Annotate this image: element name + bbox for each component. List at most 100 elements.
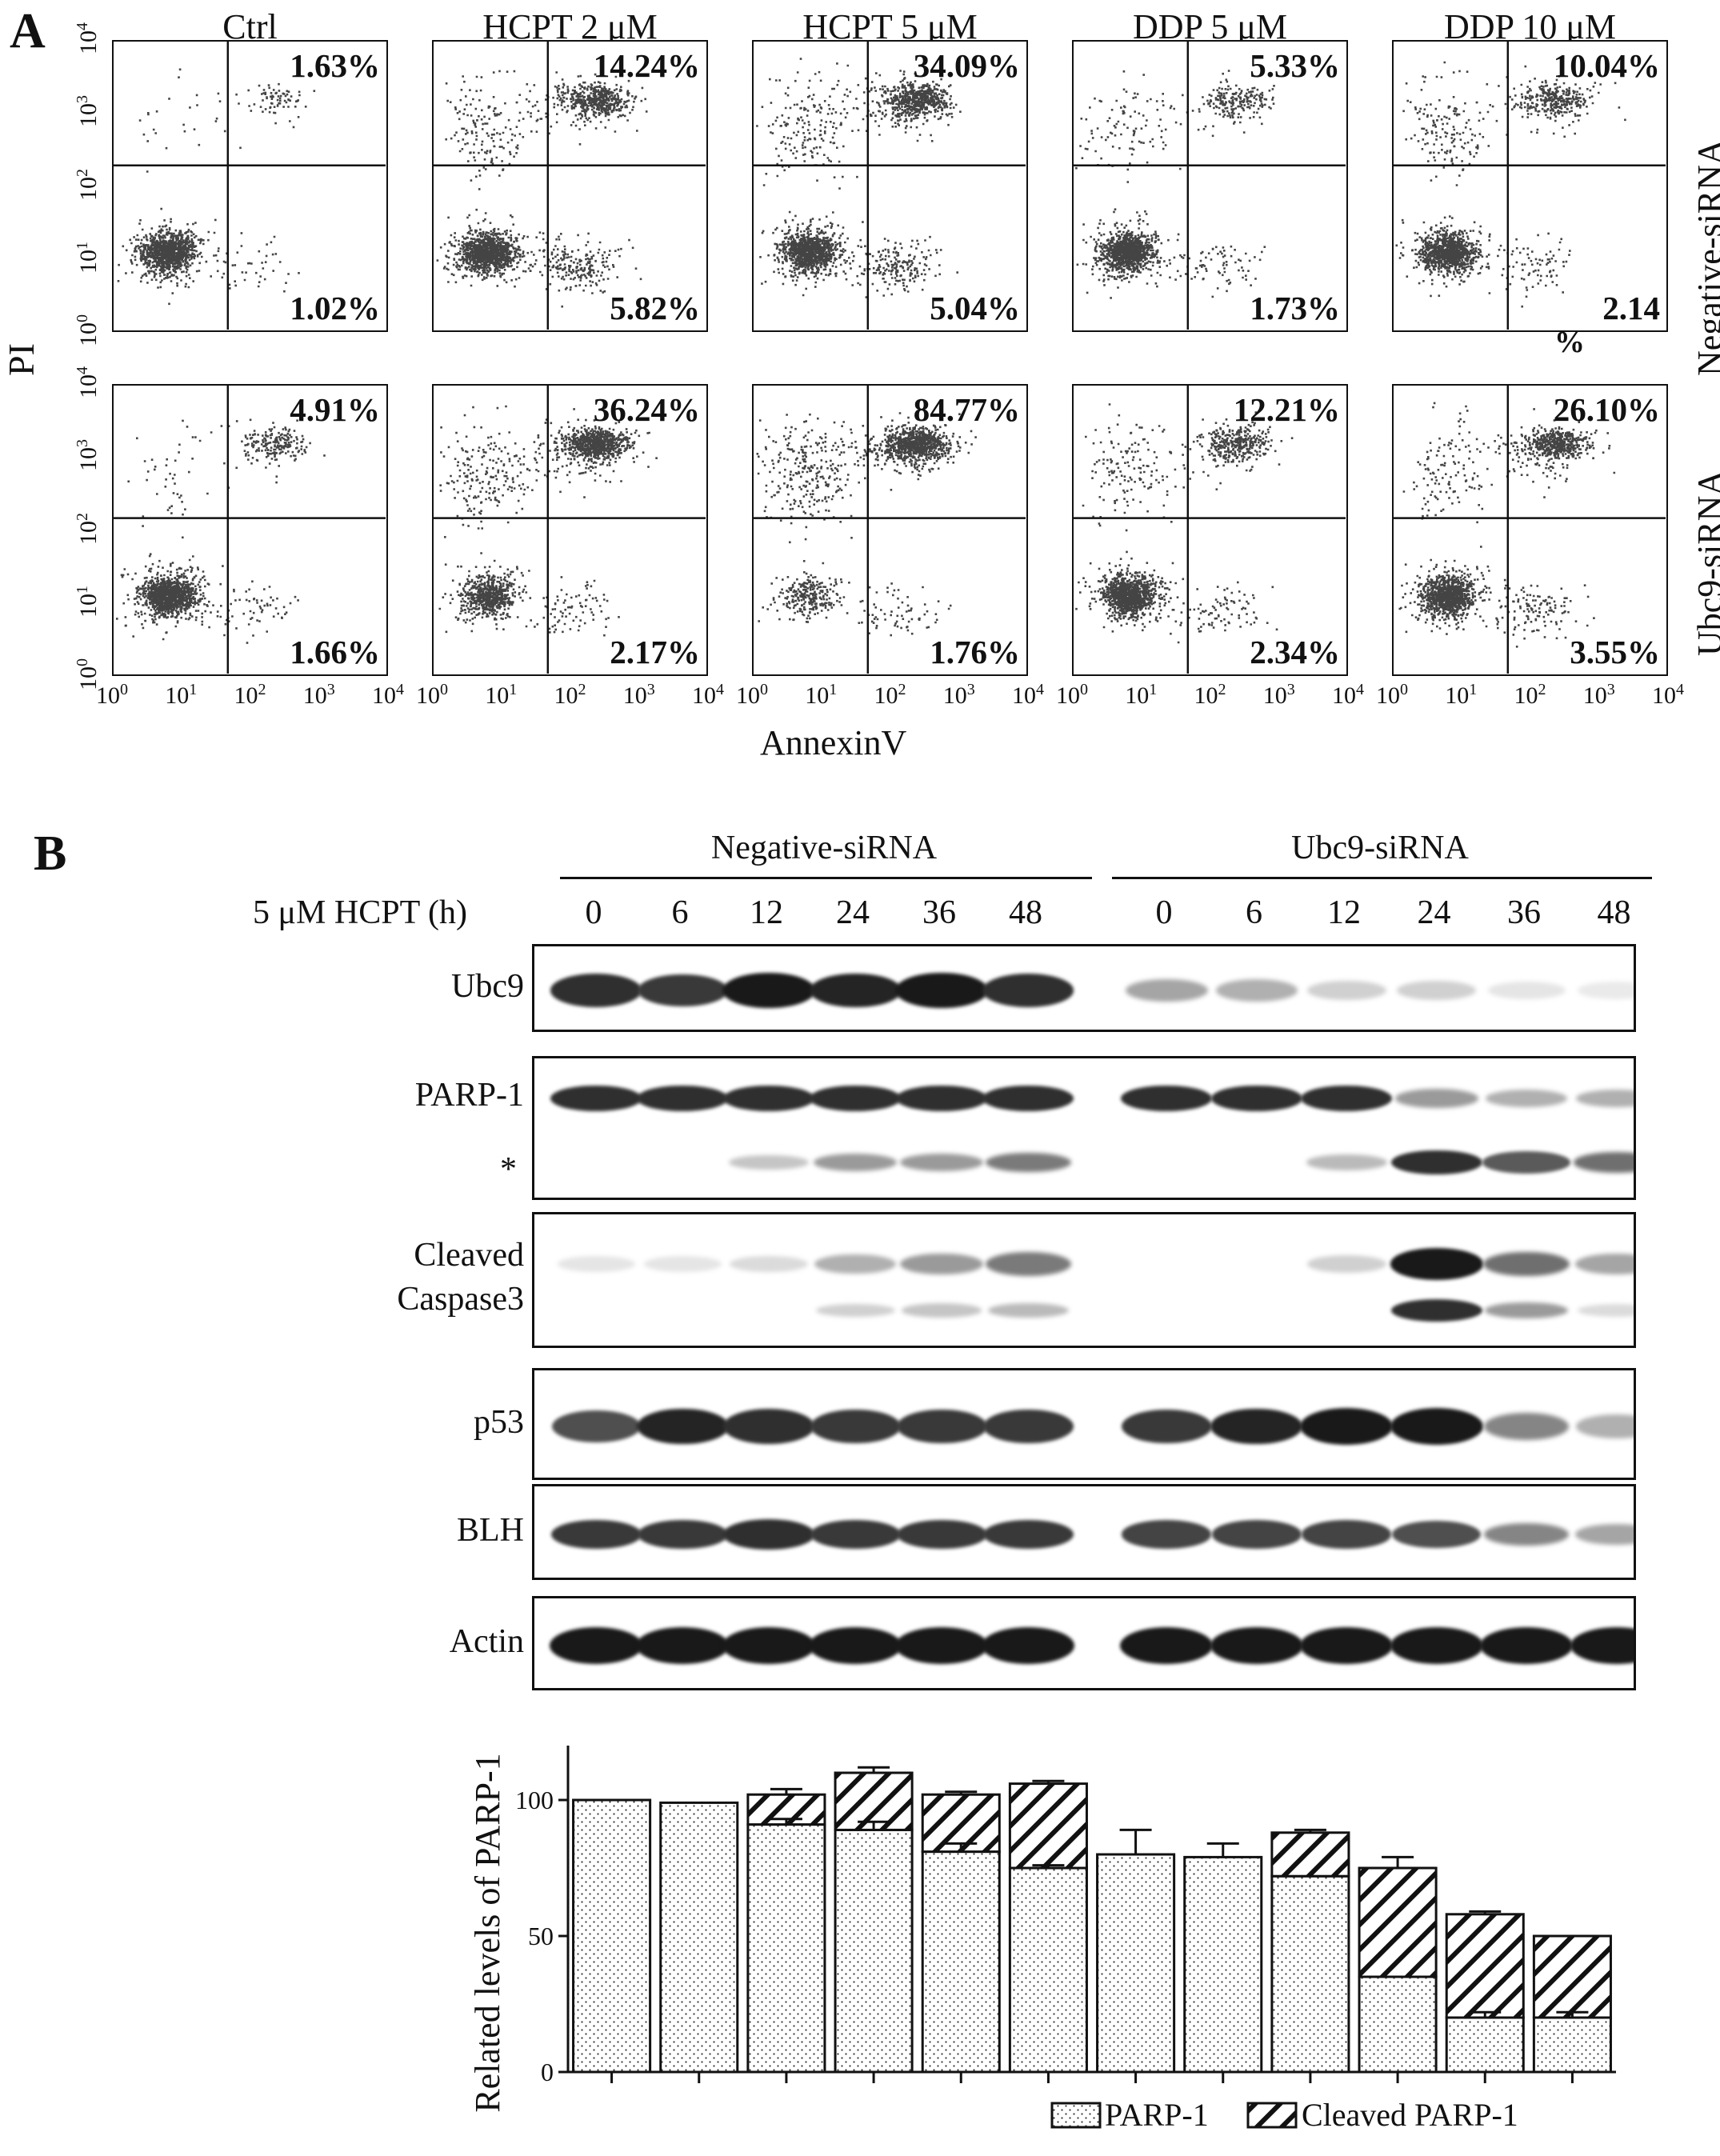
blot-band	[810, 1085, 901, 1112]
blot-band	[1300, 1627, 1393, 1664]
scatter-points	[434, 42, 706, 330]
x-tick-label: 100	[416, 681, 448, 709]
y-tick-label: 100	[515, 1786, 554, 1814]
scatter-plot: 84.77% 1.76%	[752, 384, 1028, 676]
blot-band	[722, 1627, 815, 1664]
upper-right-percent: 12.21%	[1233, 391, 1340, 428]
x-tick-label: 103	[1582, 681, 1615, 709]
blot-band	[1211, 1520, 1302, 1549]
blot-band	[815, 1303, 895, 1318]
blot-label: BLH	[457, 1512, 524, 1549]
lower-right-percent: 1.66%	[290, 634, 380, 670]
upper-right-percent: 26.10%	[1553, 391, 1660, 428]
blot-band	[1390, 1298, 1482, 1322]
bar-parp1	[1532, 2016, 1612, 2074]
blot-band	[637, 974, 728, 1007]
blot-band	[1306, 1154, 1387, 1170]
blot-band	[1394, 1089, 1478, 1108]
blot-band	[900, 1253, 983, 1275]
y-axis-title-pi: PI	[1, 343, 42, 376]
blot-band	[1573, 1152, 1634, 1173]
blot-band	[637, 1085, 728, 1112]
x-tick-label: 103	[1262, 681, 1295, 709]
blot-band	[550, 974, 642, 1007]
blot-band	[722, 973, 815, 1008]
blot-band	[896, 1519, 987, 1549]
scatter-points	[1074, 42, 1346, 330]
upper-right-percent: 1.63%	[290, 47, 380, 84]
blot-panel	[532, 1368, 1636, 1480]
timepoint-label: 36	[922, 894, 956, 931]
blot-band	[1210, 1085, 1302, 1112]
blot-band	[1210, 1408, 1302, 1445]
y-tick-label: 101	[74, 241, 102, 274]
y-tick-label: 102	[74, 512, 102, 545]
blot-band	[1484, 1413, 1569, 1440]
upper-right-percent: 36.24%	[593, 391, 700, 428]
blot-band	[900, 1153, 983, 1172]
blot-band	[1306, 1255, 1386, 1273]
blot-band	[987, 1302, 1069, 1318]
legend-label-cleaved: Cleaved PARP-1	[1302, 2097, 1518, 2133]
scatter-plot: 36.24% 2.17%	[432, 384, 708, 676]
scatter-plot: 26.10% 3.55%	[1392, 384, 1668, 676]
scatter-plot: 14.24% 5.82%	[432, 40, 708, 332]
x-tick-label: 100	[1376, 681, 1408, 709]
timepoint-label: 24	[836, 894, 870, 931]
parp1-bar-chart: 0 50 100 Related levels of PARP-1 PARP-1 Clea…	[468, 1746, 1616, 2133]
blot-band	[985, 1152, 1071, 1173]
x-tick-label: 102	[554, 681, 586, 709]
timepoint-label: 6	[1246, 894, 1262, 931]
blot-band	[1487, 981, 1566, 999]
x-tick-label: 102	[1514, 681, 1546, 709]
bar-cleaved-parp1	[1532, 1934, 1612, 2019]
upper-right-percent: 84.77%	[913, 391, 1020, 428]
blot-band	[643, 1256, 722, 1272]
blot-band	[985, 1252, 1071, 1276]
blot-band	[814, 1254, 896, 1274]
blot-panel	[532, 1484, 1636, 1580]
blot-band	[1570, 1627, 1634, 1664]
x-tick-label: 100	[96, 681, 128, 709]
timepoint-label: 6	[671, 894, 689, 931]
x-tick-label: 104	[372, 681, 404, 709]
y-tick-label: 104	[74, 22, 102, 54]
bar-parp1	[1183, 1855, 1263, 2074]
blot-band	[1306, 980, 1386, 1001]
blot-band	[550, 1519, 642, 1549]
timepoint-label: 48	[1009, 894, 1042, 931]
blot-band	[1121, 1409, 1212, 1444]
column-title: Ctrl	[222, 7, 278, 46]
blot-band	[1390, 1408, 1483, 1445]
group-line-ubc9	[1112, 877, 1652, 879]
scatter-points	[754, 42, 1026, 330]
blot-band	[1120, 1627, 1213, 1664]
blot-band	[1125, 978, 1208, 1002]
lower-right-percent: 1.76%	[930, 634, 1020, 670]
timepoint-label: 24	[1417, 894, 1451, 931]
legend-swatch-cleaved	[1246, 2102, 1298, 2129]
treatment-label: 5 μM HCPT (h)	[253, 894, 467, 931]
blot-band	[810, 1519, 901, 1549]
bar-parp1	[1270, 1874, 1350, 2074]
blot-band	[982, 974, 1074, 1007]
cell-events	[1075, 403, 1294, 644]
blot-panel	[532, 1212, 1636, 1348]
lower-right-percent: 1.02%	[290, 290, 380, 326]
upper-right-percent: 34.09%	[913, 47, 1020, 84]
x-tick-label: 102	[1194, 681, 1226, 709]
y-tick-label: 103	[74, 95, 102, 128]
blot-label: Cleaved	[414, 1237, 524, 1274]
blot-band	[895, 1627, 988, 1664]
x-tick-label: 104	[1332, 681, 1364, 709]
blot-band	[1575, 1414, 1634, 1438]
cell-events	[116, 418, 326, 644]
lower-right-percent: 2.14	[1602, 290, 1660, 326]
x-tick-label: 100	[1056, 681, 1088, 709]
legend-label-parp1: PARP-1	[1105, 2097, 1209, 2133]
blot-band	[550, 1627, 642, 1664]
bar-parp1	[834, 1828, 914, 2074]
blot-band	[557, 1256, 635, 1272]
column-title: HCPT 2 μM	[482, 7, 658, 46]
bar-parp1	[921, 1850, 1001, 2074]
